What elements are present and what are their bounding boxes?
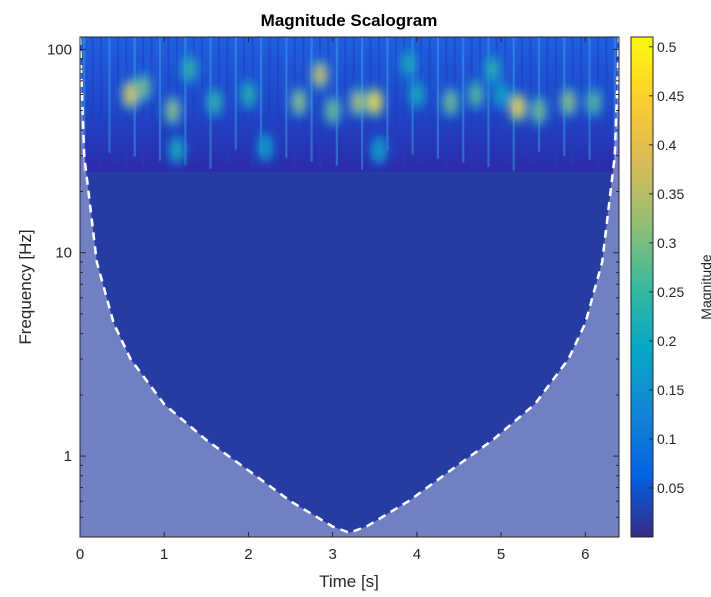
- hotspot: [293, 92, 304, 113]
- hotspot: [125, 84, 136, 105]
- hotspot-layer: [121, 47, 603, 166]
- colorbar-tick-label: 0.4: [657, 137, 677, 153]
- hotspot: [512, 97, 523, 118]
- hotspot: [138, 77, 149, 98]
- hotspot: [369, 92, 380, 113]
- hotspot: [352, 92, 363, 113]
- x-axis: 0 1 2 3 4 5 6: [76, 37, 589, 563]
- colorbar-tick-label: 0.25: [657, 284, 684, 300]
- hotspot: [496, 84, 507, 105]
- x-tick-label: 0: [76, 546, 84, 563]
- x-tick-label: 4: [413, 546, 421, 563]
- hotspot: [487, 59, 498, 80]
- x-tick-label: 3: [328, 546, 336, 563]
- colorbar-ticks: 0.05 0.1 0.15 0.2 0.25 0.3 0.35 0.4 0.45 0.5: [649, 39, 684, 496]
- colorbar-tick-label: 0.45: [657, 88, 684, 104]
- colorbar-tick-label: 0.05: [657, 480, 684, 496]
- hotspot: [445, 92, 456, 113]
- hotspot: [403, 53, 414, 74]
- hotspot: [315, 64, 326, 85]
- colorbar-tick-label: 0.5: [657, 39, 677, 55]
- colorbar-tick-label: 0.1: [657, 431, 677, 447]
- colorbar-tick-label: 0.2: [657, 333, 677, 349]
- colorbar-gradient: [630, 36, 654, 538]
- hotspot: [373, 139, 384, 160]
- plot-area: [80, 37, 619, 537]
- y-tick-label: 10: [55, 245, 72, 262]
- x-axis-label: Time [s]: [319, 572, 379, 591]
- hotspot: [184, 59, 195, 80]
- hotspot: [533, 100, 544, 121]
- y-axis-label: Frequency [Hz]: [16, 229, 35, 344]
- hotspot: [411, 84, 422, 105]
- hotspot: [167, 100, 178, 121]
- x-tick-label: 6: [581, 546, 589, 563]
- y-axis: 1 10 100: [47, 41, 619, 518]
- hotspot: [243, 84, 254, 105]
- colorbar: 0.05 0.1 0.15 0.2 0.25 0.3 0.35 0.4 0.45 0.5 Magn…: [630, 36, 711, 538]
- y-tick-label: 1: [64, 448, 72, 465]
- plot-frame: [79, 36, 620, 538]
- x-tick-label: 5: [497, 546, 505, 563]
- hotspot: [209, 92, 220, 113]
- hotspot: [327, 100, 338, 121]
- colorbar-label: Magnitude: [698, 254, 711, 320]
- hotspot: [563, 92, 574, 113]
- hotspot: [260, 137, 271, 158]
- cone-of-influence-shading: [80, 37, 619, 537]
- hotspot: [588, 92, 599, 113]
- x-tick-label: 2: [244, 546, 252, 563]
- hotspot: [470, 84, 481, 105]
- x-tick-label: 1: [160, 546, 168, 563]
- chart-title: Magnitude Scalogram: [261, 11, 438, 30]
- y-tick-label: 100: [47, 41, 72, 58]
- colorbar-tick-label: 0.35: [657, 186, 684, 202]
- colorbar-tick-label: 0.3: [657, 235, 677, 251]
- colorbar-tick-label: 0.15: [657, 382, 684, 398]
- hotspot: [171, 139, 182, 160]
